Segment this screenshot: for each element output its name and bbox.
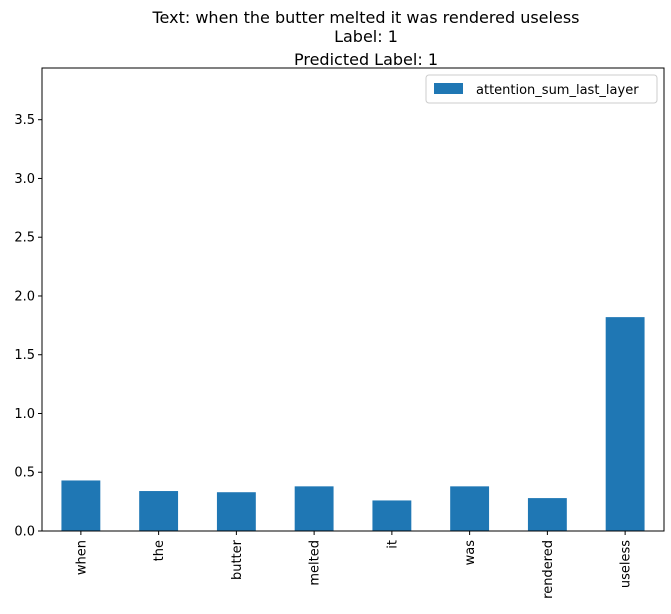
x-tick-label-the: the xyxy=(152,540,167,561)
bar-series xyxy=(61,317,645,531)
bar-it xyxy=(372,500,412,531)
x-axis: when the butter melted it was rendered useless xyxy=(74,531,634,599)
bar-was xyxy=(450,486,490,531)
y-tick-label: 3.5 xyxy=(14,113,35,128)
legend: attention_sum_last_layer xyxy=(425,74,658,104)
y-tick-label: 2.5 xyxy=(14,231,35,246)
y-tick-label: 0.5 xyxy=(14,466,35,481)
title-line-predicted: Predicted Label: 1 xyxy=(294,50,438,69)
x-tick-label-when: when xyxy=(74,540,89,575)
x-tick-label-rendered: rendered xyxy=(541,540,556,599)
legend-swatch xyxy=(434,83,463,94)
title-line-text: Text: when the butter melted it was rend… xyxy=(152,8,580,27)
legend-box xyxy=(425,74,658,104)
y-tick-label: 1.5 xyxy=(14,348,35,363)
x-tick-label-useless: useless xyxy=(619,540,634,588)
x-tick-label-was: was xyxy=(463,540,478,566)
bar-melted xyxy=(294,486,334,531)
bar-useless xyxy=(605,317,645,531)
y-tick-label: 0.0 xyxy=(14,525,35,540)
plot-frame xyxy=(41,67,665,532)
x-tick-label-it: it xyxy=(385,540,400,549)
bar-rendered xyxy=(527,498,567,531)
title-line-label: Label: 1 xyxy=(334,27,398,46)
bar-when xyxy=(61,480,101,531)
chart-title: Text: when the butter melted it was rend… xyxy=(152,8,580,69)
x-tick-label-melted: melted xyxy=(308,540,323,586)
y-tick-label: 1.0 xyxy=(14,407,35,422)
y-axis: 0.0 0.5 1.0 1.5 2.0 2.5 3.0 3.5 xyxy=(14,113,42,540)
bar-butter xyxy=(216,492,256,531)
bar-the xyxy=(139,491,179,531)
y-tick-label: 3.0 xyxy=(14,172,35,187)
x-tick-label-butter: butter xyxy=(230,539,245,580)
y-tick-label: 2.0 xyxy=(14,289,35,304)
legend-label: attention_sum_last_layer xyxy=(476,83,639,98)
